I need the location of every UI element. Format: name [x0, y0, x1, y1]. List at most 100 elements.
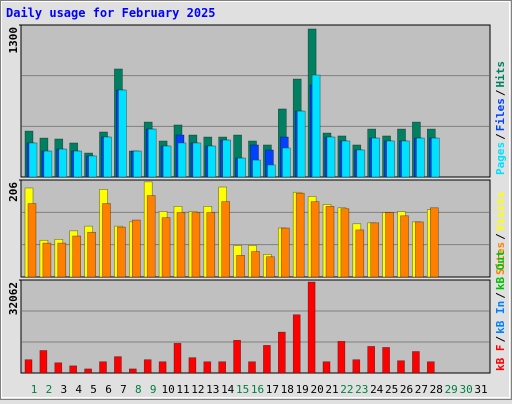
bar	[72, 235, 81, 278]
bar	[176, 212, 186, 278]
bar	[203, 361, 212, 374]
bar	[251, 251, 260, 278]
x-tick-label: 20	[310, 383, 323, 396]
bar	[400, 215, 409, 278]
bar	[206, 212, 216, 278]
bar	[307, 281, 316, 374]
bar	[84, 368, 92, 374]
bar	[87, 231, 96, 278]
bar	[322, 361, 331, 374]
bar	[129, 368, 137, 374]
bar	[114, 356, 122, 374]
bar	[326, 136, 336, 178]
x-tick-label: 22	[340, 383, 353, 396]
bar	[147, 128, 157, 178]
bar	[143, 359, 152, 374]
bar	[173, 343, 182, 374]
bar	[356, 149, 366, 178]
bar	[221, 201, 230, 278]
bar	[43, 150, 53, 178]
bar	[248, 361, 256, 374]
chart-title: Daily usage for February 2025	[6, 6, 216, 20]
bar	[340, 208, 350, 278]
bar	[146, 195, 156, 278]
legend-separator: /	[494, 89, 507, 96]
bar	[325, 206, 335, 278]
x-tick-label: 21	[325, 383, 338, 396]
bar	[162, 145, 172, 178]
legend-separator: /	[494, 233, 507, 240]
legend-separator: /	[494, 336, 507, 343]
bar	[281, 147, 291, 178]
x-tick-label: 25	[385, 383, 398, 396]
bar	[58, 148, 68, 178]
bar	[367, 346, 376, 374]
bar	[429, 207, 439, 278]
bar	[341, 140, 351, 178]
bar	[73, 150, 82, 178]
bar	[382, 347, 390, 374]
bar	[133, 150, 142, 178]
legend-entry: kB In	[494, 301, 507, 334]
bar	[426, 361, 435, 374]
legend-entry: Hits	[494, 61, 507, 88]
x-tick-label: 18	[281, 383, 294, 396]
x-tick-label: 7	[120, 383, 127, 396]
x-tick-label: 23	[355, 383, 368, 396]
bar	[218, 361, 226, 374]
x-tick-label: 4	[75, 383, 82, 396]
bar	[386, 140, 395, 178]
bar	[263, 345, 271, 374]
x-tick-label: 3	[60, 383, 67, 396]
bar	[57, 242, 67, 278]
bar	[132, 219, 141, 278]
bar	[416, 137, 425, 178]
bar	[188, 357, 197, 374]
x-tick-label: 27	[415, 383, 428, 396]
frame-bevel	[1, 1, 510, 398]
x-tick-label: 15	[236, 383, 249, 396]
bar	[207, 145, 217, 178]
bar	[310, 201, 320, 278]
x-tick-label: 13	[206, 383, 219, 396]
x-tick-label: 26	[400, 383, 413, 396]
x-tick-label: 6	[105, 383, 112, 396]
bar	[311, 74, 321, 178]
bar	[355, 229, 365, 278]
bar	[27, 203, 37, 278]
x-tick-label: 1	[31, 383, 38, 396]
bar	[430, 137, 440, 178]
bar	[103, 136, 112, 178]
bar	[280, 227, 290, 278]
legend: kB F / kB In / kB Out	[494, 250, 507, 371]
legend-separator: /	[494, 133, 507, 140]
bar	[233, 339, 241, 374]
x-tick-label: 29	[445, 383, 458, 396]
legend-entry: kB Out	[494, 250, 507, 290]
bar	[295, 192, 305, 278]
x-tick-label: 31	[474, 383, 487, 396]
x-tick-label: 9	[150, 383, 157, 396]
bar	[191, 212, 201, 278]
x-tick-label: 19	[296, 383, 309, 396]
bar	[266, 256, 275, 278]
x-tick-label: 2	[46, 383, 53, 396]
bar	[277, 331, 286, 374]
plot-area	[20, 279, 491, 374]
x-tick-label: 24	[370, 383, 384, 396]
legend-entry: Sites	[494, 242, 507, 275]
legend-separator: /	[494, 292, 507, 299]
bar	[102, 203, 111, 278]
bar	[252, 159, 261, 178]
bar	[337, 341, 346, 374]
bar	[39, 350, 48, 374]
bar	[385, 212, 394, 278]
bar	[192, 142, 202, 178]
bar	[412, 351, 420, 374]
bar	[24, 359, 33, 374]
x-tick-label: 12	[191, 383, 204, 396]
bar	[296, 110, 306, 178]
bar	[117, 226, 126, 278]
x-tick-label: 10	[161, 383, 174, 396]
bar	[237, 157, 246, 178]
